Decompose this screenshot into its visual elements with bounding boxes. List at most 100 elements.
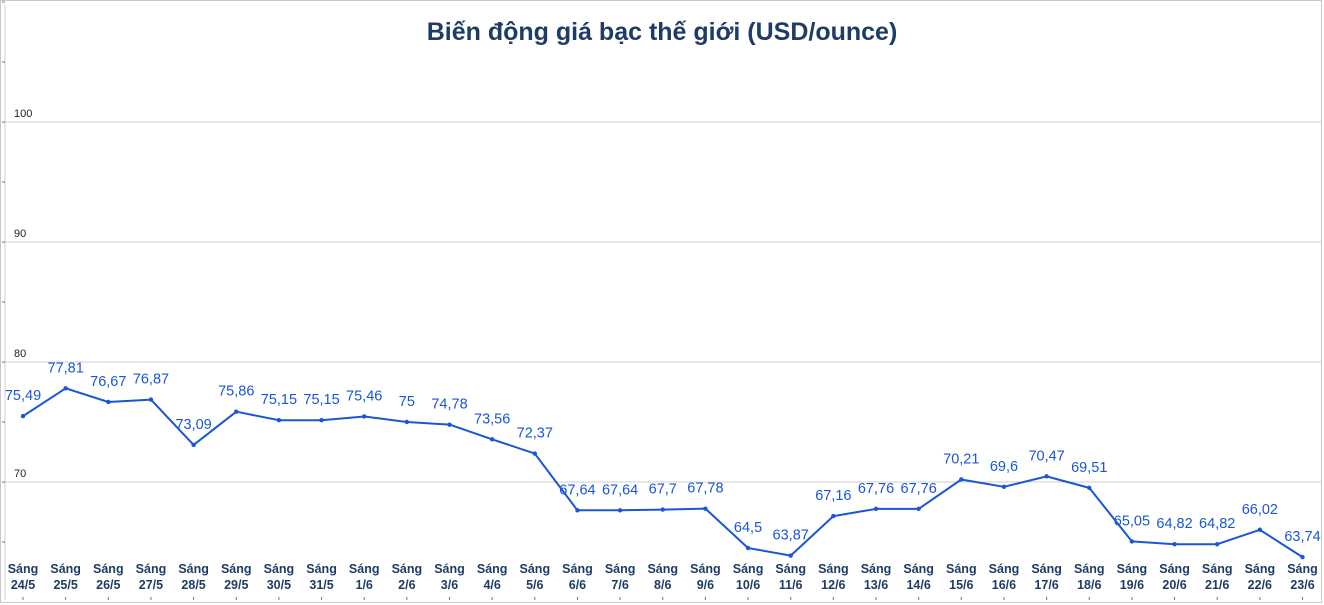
data-point xyxy=(1044,474,1049,479)
data-point xyxy=(489,437,495,442)
data-label: 67,76 xyxy=(858,481,894,497)
x-tick-label: Sáng xyxy=(1159,562,1190,576)
data-point xyxy=(1001,484,1007,489)
y-tick-label: 100 xyxy=(14,108,32,120)
x-tick-label: 6/6 xyxy=(569,578,586,592)
data-point xyxy=(276,418,282,423)
x-tick-label: Sáng xyxy=(392,562,423,576)
data-point xyxy=(660,507,665,512)
x-tick-label: 26/5 xyxy=(96,578,120,592)
x-tick-label: 31/5 xyxy=(309,578,333,592)
x-tick-label: 17/6 xyxy=(1034,578,1058,592)
data-label: 70,47 xyxy=(1028,448,1064,464)
data-label: 64,82 xyxy=(1199,516,1235,532)
data-point xyxy=(1215,541,1220,547)
x-tick-label: Sáng xyxy=(946,562,977,576)
x-tick-label: 27/5 xyxy=(139,578,163,592)
x-tick-label: 2/6 xyxy=(398,578,415,592)
chart-title: Biến động giá bạc thế giới (USD/ounce) xyxy=(426,18,898,46)
data-label: 76,67 xyxy=(90,374,126,390)
x-tick-label: Sáng xyxy=(775,562,806,576)
data-label: 73,56 xyxy=(474,411,510,427)
x-tick-label: 25/5 xyxy=(53,578,77,592)
x-tick-label: Sáng xyxy=(647,562,678,576)
x-tick-label: Sáng xyxy=(434,562,465,576)
data-point xyxy=(617,508,623,513)
x-tick-label: 11/6 xyxy=(779,578,803,592)
data-label: 74,78 xyxy=(431,397,467,413)
x-tick-label: 3/6 xyxy=(441,578,458,592)
x-tick-label: Sáng xyxy=(903,562,934,576)
data-label: 67,78 xyxy=(687,481,723,497)
x-tick-label: 30/5 xyxy=(267,578,291,592)
data-label: 67,64 xyxy=(602,482,638,498)
data-point xyxy=(532,451,537,456)
data-point xyxy=(148,397,154,402)
x-tick-label: Sáng xyxy=(520,562,551,576)
data-point xyxy=(916,506,921,512)
x-tick-label: 20/6 xyxy=(1162,578,1186,592)
x-tick-label: 24/5 xyxy=(11,578,35,592)
data-label: 75 xyxy=(399,394,415,410)
x-tick-label: Sáng xyxy=(1031,562,1062,576)
data-point xyxy=(703,506,708,511)
data-label: 69,6 xyxy=(990,459,1018,475)
x-tick-label: 4/6 xyxy=(483,578,500,592)
x-tick-label: 28/5 xyxy=(181,578,205,592)
x-tick-label: 13/6 xyxy=(864,578,888,592)
x-tick-label: 29/5 xyxy=(224,578,248,592)
data-label: 72,37 xyxy=(517,426,553,442)
x-tick-label: 21/6 xyxy=(1205,578,1229,592)
data-point xyxy=(1300,554,1305,560)
data-point xyxy=(404,419,410,425)
data-label: 75,49 xyxy=(5,388,41,404)
x-tick-label: 8/6 xyxy=(654,578,671,592)
data-point xyxy=(234,409,239,414)
x-tick-label: Sáng xyxy=(733,562,764,576)
x-tick-label: Sáng xyxy=(1287,562,1318,576)
x-tick-label: Sáng xyxy=(562,562,593,576)
data-label: 75,15 xyxy=(261,392,297,408)
data-label: 65,05 xyxy=(1114,513,1150,529)
x-tick-label: Sáng xyxy=(136,562,167,576)
data-point xyxy=(191,442,196,448)
x-tick-label: Sáng xyxy=(349,562,380,576)
x-tick-label: 7/6 xyxy=(611,578,628,592)
x-tick-label: 19/6 xyxy=(1120,578,1144,592)
x-tick-label: Sáng xyxy=(477,562,508,576)
x-tick-label: 18/6 xyxy=(1077,578,1101,592)
data-point xyxy=(447,422,452,427)
data-point xyxy=(745,545,751,551)
data-point xyxy=(1129,539,1135,544)
data-label: 67,64 xyxy=(559,482,595,498)
data-label: 69,51 xyxy=(1071,460,1107,476)
data-point xyxy=(106,399,111,405)
x-tick-label: Sáng xyxy=(178,562,209,576)
x-tick-label: 22/6 xyxy=(1248,578,1272,592)
data-label: 64,82 xyxy=(1156,516,1192,532)
x-tick-label: 23/6 xyxy=(1290,578,1314,592)
data-point xyxy=(873,506,879,512)
x-tick-label: Sáng xyxy=(8,562,39,576)
y-tick-label: 90 xyxy=(14,228,26,240)
data-point xyxy=(319,418,324,423)
x-tick-label: Sáng xyxy=(605,562,636,576)
data-label: 67,76 xyxy=(901,481,937,497)
data-label: 64,5 xyxy=(734,520,762,536)
x-tick-label: Sáng xyxy=(690,562,721,576)
data-label: 70,21 xyxy=(943,451,979,467)
data-point xyxy=(1087,485,1092,491)
data-point xyxy=(1172,541,1177,547)
y-tick-label: 80 xyxy=(14,348,26,360)
y-tick-label: 70 xyxy=(14,468,26,480)
data-label: 63,74 xyxy=(1284,529,1320,545)
x-tick-label: Sáng xyxy=(989,562,1020,576)
x-tick-label: 5/6 xyxy=(526,578,543,592)
x-tick-label: Sáng xyxy=(1074,562,1105,576)
data-point xyxy=(63,386,68,391)
x-tick-label: Sáng xyxy=(861,562,892,576)
x-tick-label: Sáng xyxy=(306,562,337,576)
data-label: 67,16 xyxy=(815,488,851,504)
